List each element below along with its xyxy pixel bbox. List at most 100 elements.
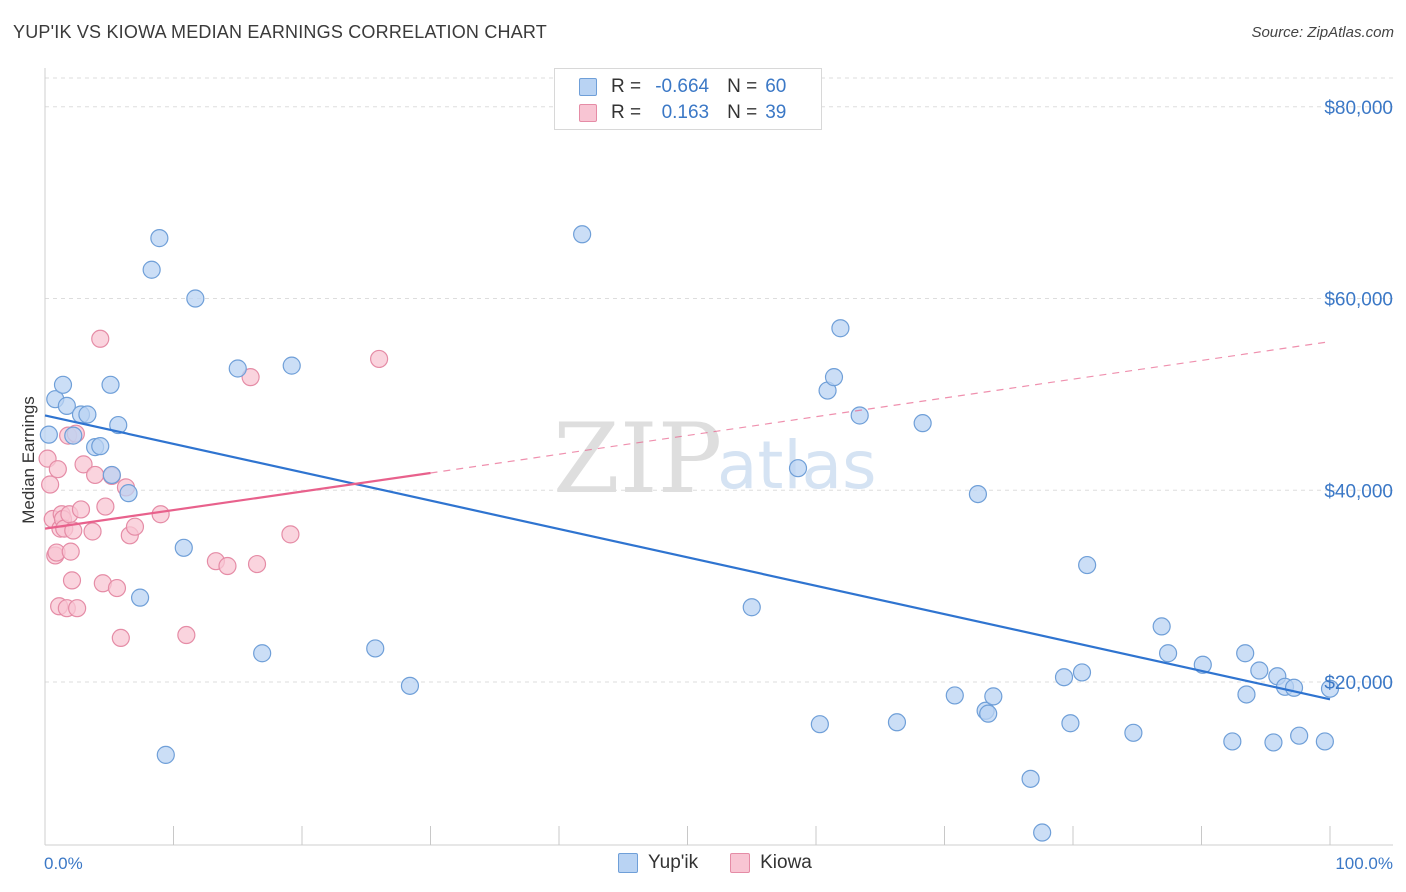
yupik-point <box>573 225 592 244</box>
kiowa-point <box>86 465 105 485</box>
correlation-legend: R = -0.664 N = 60 R = 0.163 N = 39 <box>554 68 822 130</box>
yupik-legend-swatch <box>618 853 638 873</box>
r-label: R = <box>611 76 642 97</box>
yupik-points <box>39 225 1340 842</box>
yupik-point <box>1193 655 1212 674</box>
kiowa-point <box>62 571 82 590</box>
kiowa-point <box>241 368 260 387</box>
yupik-point <box>1124 723 1143 742</box>
yupik-point <box>1033 823 1052 842</box>
yupik-point <box>174 538 193 557</box>
yupik-point <box>1158 644 1178 663</box>
yupik-point <box>91 437 110 456</box>
kiowa-point <box>247 554 267 574</box>
kiowa-point <box>68 599 87 618</box>
yupik-point <box>400 676 420 695</box>
yupik-point <box>119 484 138 503</box>
yupik-point <box>366 639 385 658</box>
watermark: ZIP atlas <box>553 403 877 515</box>
kiowa-point <box>48 460 67 479</box>
y-tick-label: $20,000 <box>1324 673 1393 694</box>
y-axis-label: Median Earnings <box>19 396 38 524</box>
kiowa-point <box>111 628 130 648</box>
yupik-point <box>968 484 988 504</box>
trend-lines <box>44 341 1331 701</box>
yupik-point <box>186 289 205 308</box>
yupik-point <box>1237 685 1256 704</box>
legend-item-kiowa: Kiowa <box>730 852 812 874</box>
y-tick-label: $40,000 <box>1324 481 1393 502</box>
yupik-point <box>1315 732 1334 751</box>
n-label: N = <box>727 76 758 97</box>
yupik-point <box>945 686 964 705</box>
yupik-point <box>1250 661 1269 680</box>
yupik-point <box>984 687 1003 706</box>
yupik-point <box>913 414 932 433</box>
yupik-point <box>1078 555 1097 575</box>
kiowa-swatch <box>579 104 597 122</box>
kiowa-trend-line <box>44 471 431 530</box>
yupik-point <box>1320 679 1340 698</box>
kiowa-trend-extension <box>430 341 1331 474</box>
n-value-kiowa: 39 <box>765 102 787 123</box>
yupik-point <box>64 426 83 445</box>
kiowa-point <box>281 525 300 544</box>
legend-label-yupik: Yup'ik <box>648 852 699 873</box>
source-label: Source: ZipAtlas.com <box>1251 24 1394 41</box>
x-tick-label-min: 0.0% <box>44 854 83 873</box>
yupik-point <box>228 359 247 378</box>
yupik-point <box>39 425 58 444</box>
yupik-point <box>1236 644 1255 663</box>
yupik-point <box>1264 733 1283 752</box>
yupik-point <box>831 319 850 338</box>
yupik-point <box>57 396 76 415</box>
kiowa-point <box>177 625 196 645</box>
yupik-point <box>156 745 175 764</box>
yupik-point <box>253 644 272 663</box>
watermark-zip: ZIP <box>553 403 722 515</box>
legend-item-yupik: Yup'ik <box>618 852 698 874</box>
y-tick-labels: $20,000 $40,000 $60,000 $80,000 <box>1324 98 1393 694</box>
yupik-point <box>1021 769 1040 788</box>
chart-title: YUP'IK VS KIOWA MEDIAN EARNINGS CORRELAT… <box>13 22 547 42</box>
r-value-yupik: -0.664 <box>655 76 710 97</box>
legend-row-yupik: R = -0.664 N = 60 <box>579 75 795 99</box>
x-tick-marks <box>173 826 1331 845</box>
n-value-yupik: 60 <box>765 76 787 97</box>
kiowa-point <box>125 517 145 536</box>
yupik-trend-line <box>44 414 1331 701</box>
series-legend: Yup'ik Kiowa <box>618 852 844 874</box>
yupik-point <box>887 713 907 732</box>
kiowa-point <box>71 500 91 519</box>
y-tick-label: $80,000 <box>1324 98 1393 119</box>
y-tick-label: $60,000 <box>1324 290 1393 311</box>
kiowa-point <box>41 475 60 494</box>
yupik-point <box>282 356 301 375</box>
yupik-point <box>1290 726 1309 745</box>
kiowa-point <box>370 349 389 369</box>
n-label: N = <box>727 102 758 123</box>
yupik-point <box>1223 732 1242 751</box>
yupik-point <box>102 465 121 485</box>
legend-row-kiowa: R = 0.163 N = 39 <box>579 101 795 125</box>
yupik-point <box>53 375 73 394</box>
kiowa-point <box>151 505 170 524</box>
yupik-point <box>109 415 128 435</box>
yupik-point <box>979 704 998 723</box>
yupik-point <box>1152 617 1171 636</box>
kiowa-point <box>61 542 80 561</box>
yupik-point <box>824 368 844 387</box>
kiowa-point <box>91 329 110 348</box>
kiowa-point <box>74 455 93 474</box>
yupik-point <box>742 598 761 617</box>
r-value-kiowa: 0.163 <box>661 102 710 123</box>
yupik-point <box>1061 714 1080 733</box>
yupik-point <box>150 229 169 248</box>
kiowa-point <box>96 497 115 516</box>
kiowa-legend-swatch <box>730 853 751 873</box>
kiowa-point <box>218 556 237 576</box>
yupik-point <box>1072 663 1092 682</box>
yupik-point <box>850 406 869 425</box>
yupik-point <box>810 715 829 734</box>
